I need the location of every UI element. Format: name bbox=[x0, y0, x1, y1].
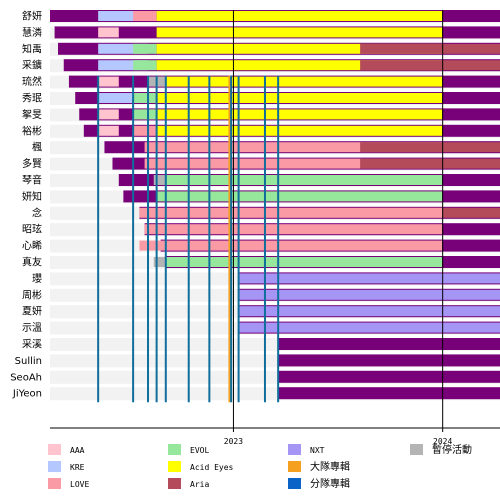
legend-swatch bbox=[288, 444, 301, 455]
unit-segment bbox=[98, 93, 149, 103]
legend-label: 大隊專輯 bbox=[310, 460, 350, 473]
unit-segment bbox=[238, 306, 500, 317]
unit-segment bbox=[360, 142, 500, 153]
legend-swatch bbox=[168, 478, 181, 489]
unit-segment bbox=[98, 43, 149, 54]
member-label: 夏妍 bbox=[22, 305, 42, 318]
unit-segment bbox=[156, 175, 443, 185]
unit-segment bbox=[98, 60, 149, 71]
member-label: 心睎 bbox=[22, 239, 42, 252]
member-label: 琴音 bbox=[22, 174, 42, 187]
member-label: 知禹 bbox=[22, 42, 42, 55]
member-label: 瓔 bbox=[32, 273, 42, 285]
member-label: SeoAh bbox=[10, 372, 42, 383]
legend-swatch bbox=[410, 444, 423, 455]
unit-segment bbox=[156, 191, 443, 202]
unit-segment bbox=[133, 11, 157, 21]
unit-segment bbox=[98, 27, 119, 38]
legend: AAA EVOL NXT 暫停活動 KRE Acid Eyes 大隊專輯 LOVE Aria 分隊… bbox=[48, 443, 472, 490]
legend-label: Acid Eyes bbox=[190, 463, 234, 472]
member-label: 采鑛 bbox=[22, 59, 42, 72]
unit-segment bbox=[144, 158, 443, 169]
unit-segment bbox=[156, 93, 443, 103]
legend-label: 暫停活動 bbox=[432, 443, 472, 456]
member-label: 示溫 bbox=[22, 322, 42, 334]
member-label: 琉然 bbox=[22, 75, 42, 88]
unit-segment bbox=[360, 43, 500, 54]
legend-label: 分隊專輯 bbox=[310, 477, 350, 490]
legend-swatch bbox=[48, 478, 61, 489]
unit-segment bbox=[133, 109, 157, 120]
unit-segment bbox=[156, 27, 443, 38]
member-label: 周彬 bbox=[22, 288, 42, 301]
unit-segment bbox=[238, 289, 500, 300]
legend-swatch bbox=[168, 444, 181, 455]
unit-segment bbox=[360, 158, 500, 169]
legend-label: AAA bbox=[70, 446, 85, 455]
member-label: 裕彬 bbox=[22, 124, 42, 137]
member-bar bbox=[278, 354, 500, 367]
member-label: 采溪 bbox=[22, 339, 42, 351]
member-label: Sullin bbox=[15, 356, 42, 367]
unit-segment bbox=[98, 76, 119, 87]
member-label: JiYeon bbox=[12, 389, 42, 400]
unit-segment bbox=[139, 240, 443, 251]
unit-segment bbox=[144, 142, 443, 153]
unit-segment bbox=[238, 273, 500, 284]
legend-label: NXT bbox=[310, 446, 325, 455]
x-axis: 2023 2024 bbox=[50, 427, 500, 446]
member-label: 楓 bbox=[32, 141, 42, 154]
member-label: 妍知 bbox=[22, 190, 42, 203]
unit-segment bbox=[156, 257, 443, 267]
legend-swatch bbox=[48, 461, 61, 472]
unit-segment bbox=[156, 109, 443, 120]
member-bar bbox=[278, 370, 500, 383]
unit-segment bbox=[156, 60, 443, 71]
unit-segment bbox=[156, 11, 443, 21]
unit-segment bbox=[98, 11, 149, 21]
unit-segment bbox=[133, 125, 157, 136]
unit-segment bbox=[133, 60, 157, 71]
unit-segment bbox=[156, 125, 443, 136]
year-lines bbox=[232, 10, 444, 428]
unit-segment bbox=[360, 60, 500, 71]
member-label: 昭玹 bbox=[22, 223, 42, 236]
unit-segment bbox=[133, 43, 157, 54]
member-label: 秀珉 bbox=[22, 93, 42, 105]
member-label: 舒妍 bbox=[22, 10, 42, 23]
x-tick-label: 2024 bbox=[433, 437, 452, 446]
legend-swatch bbox=[168, 461, 181, 472]
unit-segment bbox=[153, 175, 166, 185]
unit-segment bbox=[238, 322, 500, 333]
member-label: 念 bbox=[32, 206, 42, 219]
unit-segment bbox=[156, 76, 443, 87]
unit-segment bbox=[98, 109, 119, 120]
legend-swatch bbox=[48, 444, 61, 455]
member-label: 真友 bbox=[22, 256, 42, 269]
member-label: 慧潾 bbox=[22, 26, 42, 39]
release-lines bbox=[97, 75, 280, 403]
legend-label: EVOL bbox=[190, 446, 209, 455]
member-label: 挐旻 bbox=[22, 108, 42, 121]
unit-segment bbox=[153, 257, 166, 267]
member-bar bbox=[278, 338, 500, 350]
unit-segment bbox=[156, 43, 443, 54]
legend-label: LOVE bbox=[70, 480, 89, 489]
unit-segment bbox=[133, 93, 157, 103]
legend-swatch bbox=[288, 461, 301, 472]
legend-label: KRE bbox=[70, 463, 85, 472]
legend-swatch bbox=[288, 478, 301, 489]
legend-label: Aria bbox=[190, 480, 209, 489]
unit-segment bbox=[98, 125, 119, 136]
unit-segment bbox=[139, 207, 443, 218]
member-bar bbox=[278, 387, 500, 400]
x-tick-label: 2023 bbox=[224, 437, 243, 446]
unit-segments bbox=[98, 11, 500, 333]
unit-segment bbox=[144, 224, 443, 235]
member-label: 多賢 bbox=[22, 157, 42, 170]
